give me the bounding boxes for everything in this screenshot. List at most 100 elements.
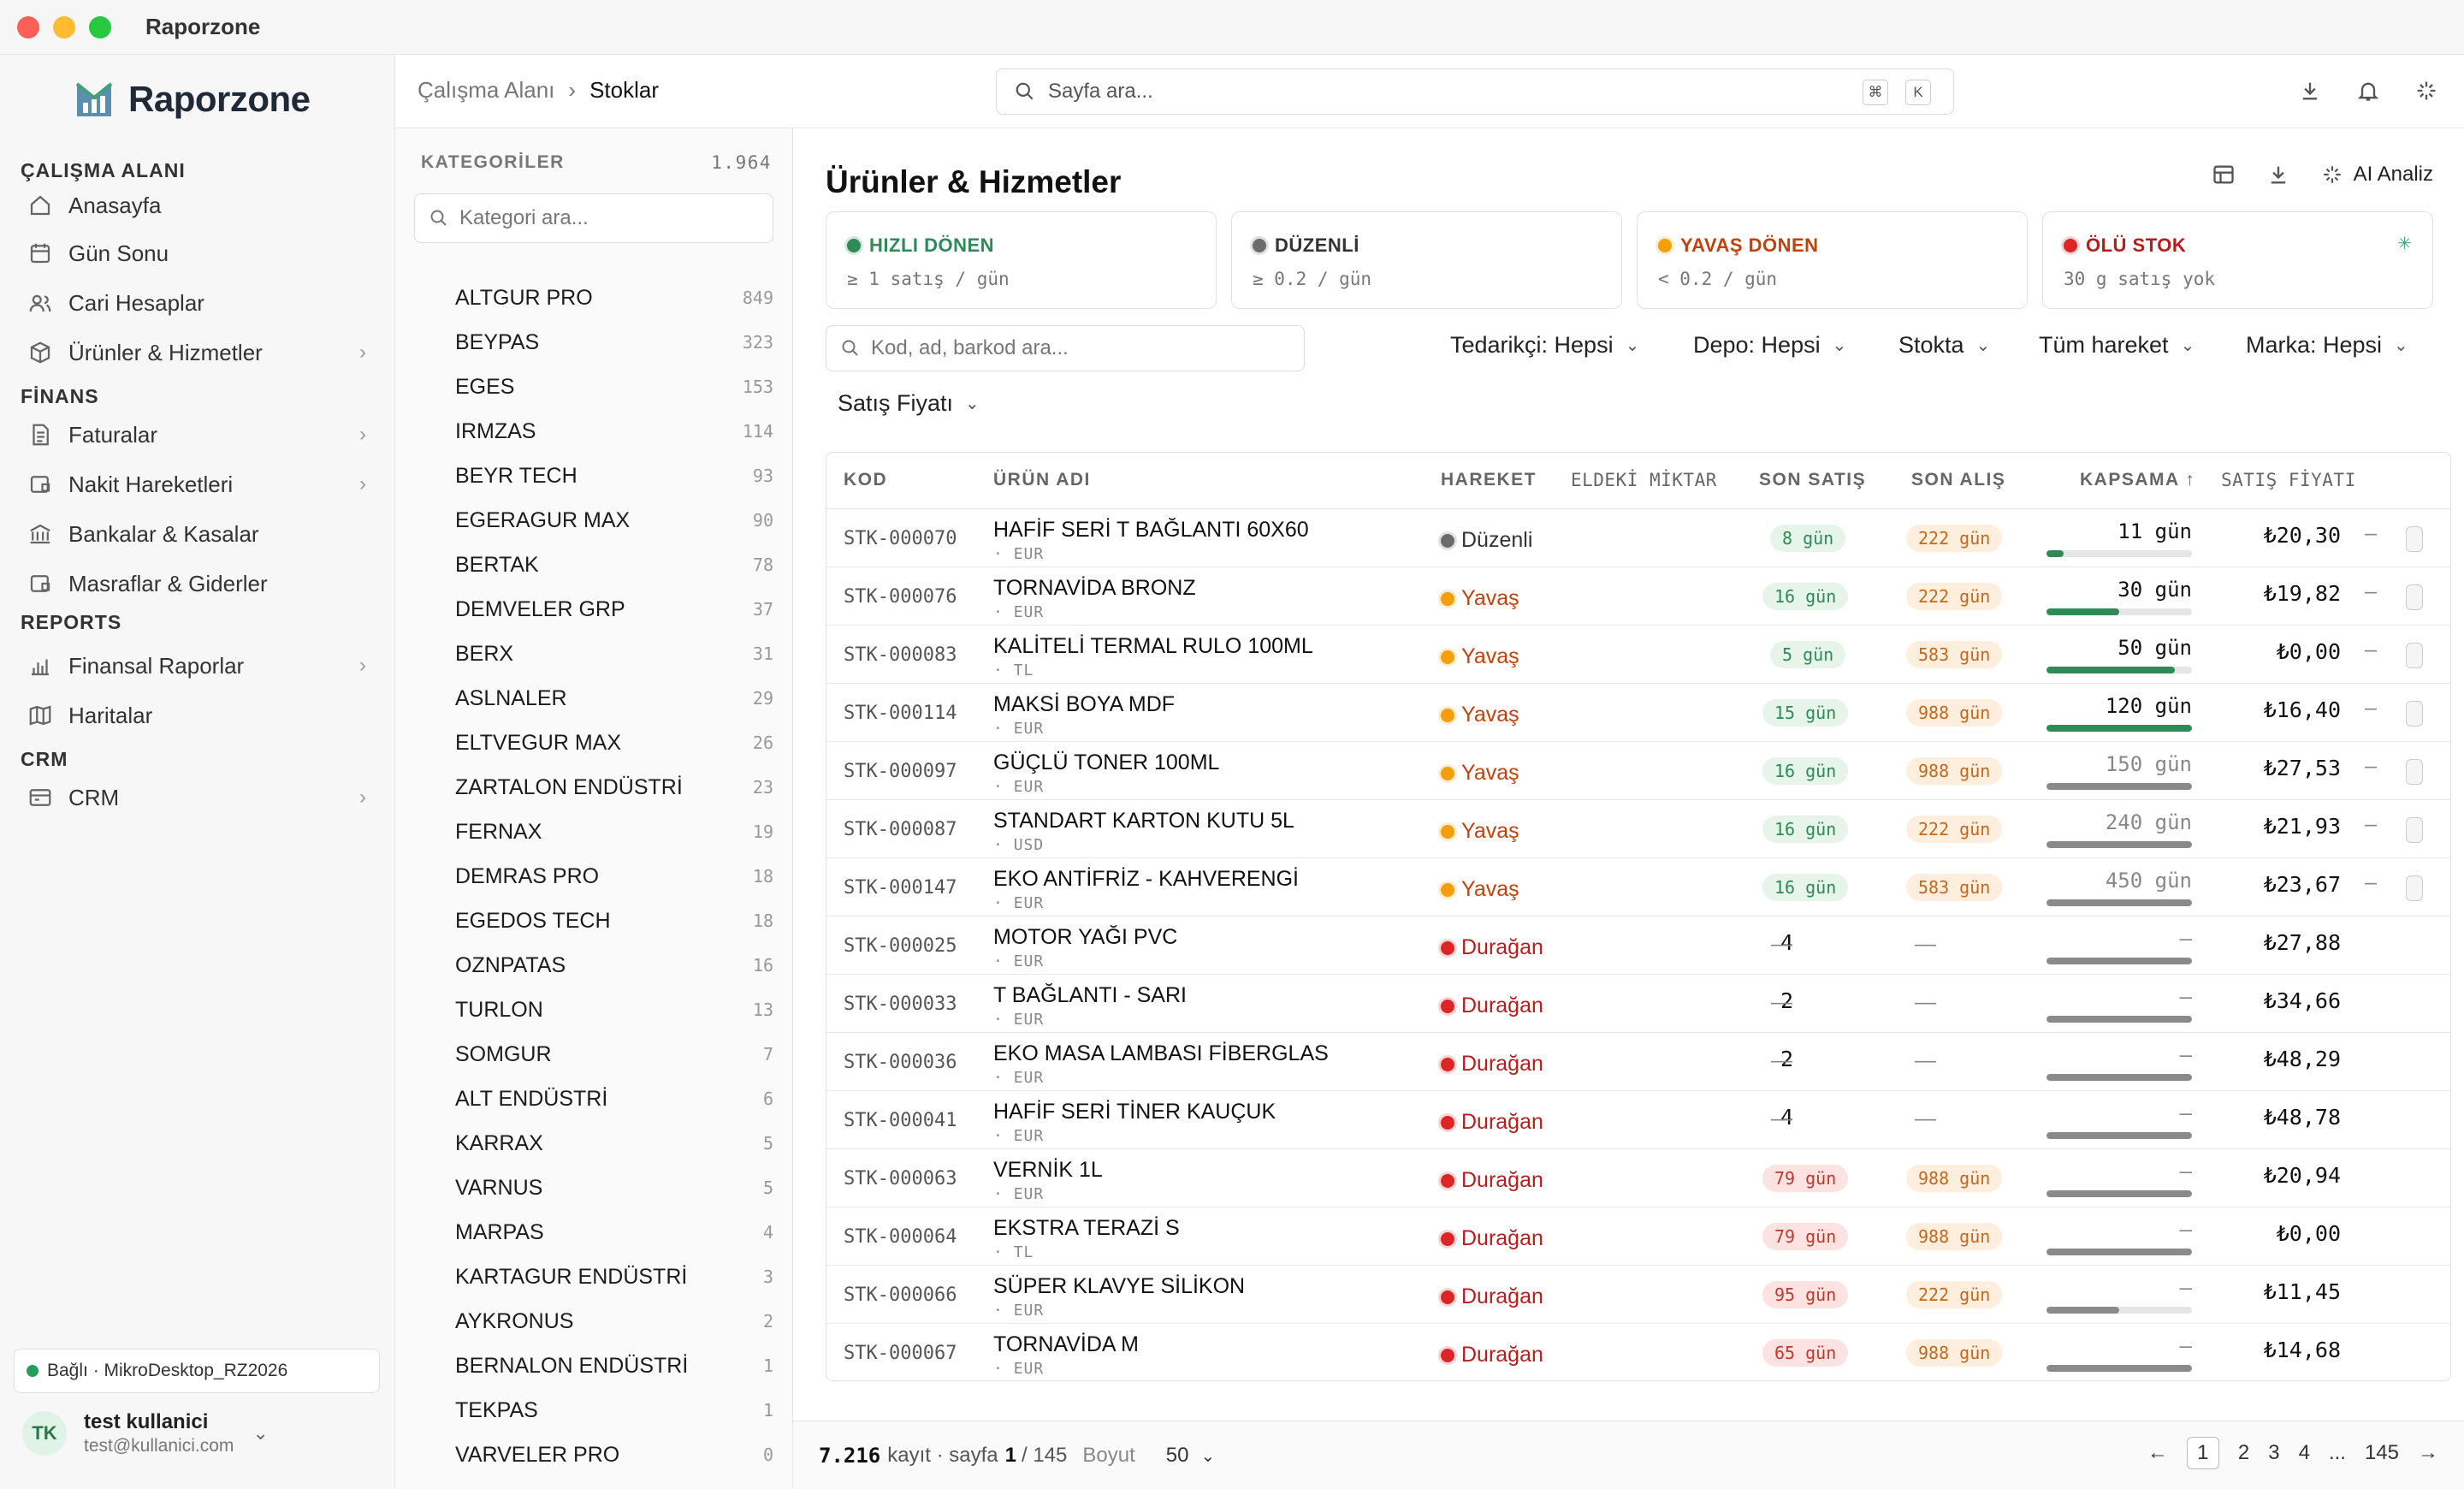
category-item[interactable]: ALTGUR PRO 849 <box>455 276 773 320</box>
category-item[interactable]: FERNAX 19 <box>455 810 773 854</box>
category-search-input[interactable]: Kategori ara... <box>414 193 773 243</box>
category-item[interactable]: SOMGUR 7 <box>455 1032 773 1077</box>
download-icon[interactable] <box>2298 79 2322 103</box>
column-header[interactable]: ELDEKİ MİKTAR <box>1571 470 1717 490</box>
row-action-button[interactable] <box>2406 584 2423 610</box>
sidebar-item-anasayfa[interactable]: Anasayfa <box>21 183 380 228</box>
sparkle-icon[interactable]: ✳ <box>2397 234 2412 253</box>
logo[interactable]: Raporzone <box>75 79 311 120</box>
filter-dropdown[interactable]: Satış Fiyatı ⌄ <box>838 390 980 417</box>
row-action-button[interactable] <box>2406 759 2423 785</box>
category-item[interactable]: ALT ENDÜSTRİ 6 <box>455 1077 773 1121</box>
table-view-icon[interactable] <box>2212 163 2236 187</box>
table-row[interactable]: STK-000147 EKO ANTİFRİZ - KAHVERENGİ · EUR… <box>826 858 2450 917</box>
table-row[interactable]: STK-000087 STANDART KARTON KUTU 5L · USD Ya… <box>826 800 2450 858</box>
arrow-left-icon[interactable]: ← <box>2147 1441 2168 1464</box>
column-header[interactable]: ÜRÜN ADI <box>993 470 1091 489</box>
segment-card[interactable]: DÜZENLİ ≥ 0.2 / gün <box>1231 211 1622 309</box>
category-item[interactable]: DEMRAS PRO 18 <box>455 854 773 899</box>
category-item[interactable]: EGES 153 <box>455 365 773 409</box>
category-item[interactable]: BERNALON ENDÜSTRİ 1 <box>455 1344 773 1388</box>
user-menu[interactable]: TK test kullanici test@kullanici.com ⌄ <box>22 1410 269 1456</box>
row-action-button[interactable] <box>2406 817 2423 843</box>
category-item[interactable]: EGEDOS TECH 18 <box>455 899 773 943</box>
row-action-button[interactable] <box>2406 526 2423 552</box>
filter-dropdown[interactable]: Marka: Hepsi ⌄ <box>2246 332 2408 359</box>
row-action-button[interactable] <box>2406 643 2423 668</box>
category-item[interactable]: BEYR TECH 93 <box>455 454 773 498</box>
table-row[interactable]: STK-000070 HAFİF SERİ T BAĞLANTI 60X60 · E… <box>826 509 2450 567</box>
table-row[interactable]: STK-000083 KALİTELİ TERMAL RULO 100ML · TL… <box>826 626 2450 684</box>
category-item[interactable]: KARRAX 5 <box>455 1121 773 1166</box>
sidebar-item-nakit-hareketleri[interactable]: Nakit Hareketleri › <box>21 462 380 507</box>
category-item[interactable]: ELTVEGUR MAX 26 <box>455 721 773 765</box>
sidebar-item-masraflar-giderler[interactable]: Masraflar & Giderler <box>21 561 380 606</box>
sidebar-item-ürünler-hizmetler[interactable]: Ürünler & Hizmetler › <box>21 330 380 375</box>
segment-card[interactable]: ÖLÜ STOK 30 g satış yok ✳ <box>2042 211 2433 309</box>
breadcrumb-workspace[interactable]: Çalışma Alanı <box>418 77 555 103</box>
sidebar-item-gün-sonu[interactable]: Gün Sonu <box>21 231 380 276</box>
category-item[interactable]: IRMZAS 114 <box>455 409 773 454</box>
category-item[interactable]: EGERAGUR MAX 90 <box>455 498 773 543</box>
sidebar-item-haritalar[interactable]: Haritalar <box>21 693 380 738</box>
table-row[interactable]: STK-000041 HAFİF SERİ TİNER KAUÇUK · EUR Du… <box>826 1091 2450 1149</box>
table-row[interactable]: STK-000066 SÜPER KLAVYE SİLİKON · EUR Durağ… <box>826 1266 2450 1324</box>
column-header[interactable]: KAPSAMA ↑ <box>2080 470 2196 489</box>
category-item[interactable]: BEYPAS 323 <box>455 320 773 365</box>
page-button[interactable]: 2 <box>2237 1441 2250 1464</box>
column-header[interactable]: SON SATIŞ <box>1759 470 1867 489</box>
category-item[interactable]: TURLON 13 <box>455 988 773 1032</box>
maximize-window-button[interactable] <box>89 15 111 39</box>
table-row[interactable]: STK-000036 EKO MASA LAMBASI FİBERGLAS · EU… <box>826 1033 2450 1091</box>
table-row[interactable]: STK-000025 MOTOR YAĞI PVC · EUR Durağan 4— — –… <box>826 917 2450 975</box>
category-item[interactable]: AYKRONUS 2 <box>455 1299 773 1344</box>
category-item[interactable]: MARPAS 4 <box>455 1210 773 1255</box>
arrow-right-icon[interactable]: → <box>2418 1441 2438 1464</box>
filter-dropdown[interactable]: Tedarikçi: Hepsi ⌄ <box>1450 332 1639 359</box>
sidebar-item-cari-hesaplar[interactable]: Cari Hesaplar <box>21 281 380 325</box>
category-item[interactable]: TEKPAS 1 <box>455 1388 773 1433</box>
row-action-button[interactable] <box>2406 875 2423 901</box>
ai-analysis-button[interactable]: AI Analiz <box>2321 163 2433 187</box>
export-icon[interactable] <box>2266 163 2290 187</box>
category-item[interactable]: BERX 31 <box>455 632 773 676</box>
page-button[interactable]: 4 <box>2298 1441 2310 1464</box>
page-search-input[interactable]: Sayfa ara... ⌘ K <box>996 68 1954 115</box>
page-button[interactable]: 3 <box>2268 1441 2280 1464</box>
category-item[interactable]: VARVELER PRO 0 <box>455 1433 773 1477</box>
page-button[interactable]: 1 <box>2186 1437 2219 1469</box>
close-window-button[interactable] <box>17 15 39 39</box>
row-action-button[interactable] <box>2406 701 2423 727</box>
category-item[interactable]: OZNPATAS 16 <box>455 943 773 988</box>
sidebar-item-finansal-raporlar[interactable]: Finansal Raporlar › <box>21 644 380 688</box>
column-header[interactable]: SON ALIŞ <box>1911 470 2006 489</box>
table-row[interactable]: STK-000033 T BAĞLANTI - SARI · EUR Durağan 2… <box>826 975 2450 1033</box>
sidebar-item-faturalar[interactable]: Faturalar › <box>21 412 380 457</box>
category-item[interactable]: VARNUS 5 <box>455 1166 773 1210</box>
filter-dropdown[interactable]: Depo: Hepsi ⌄ <box>1693 332 1846 359</box>
product-search-input[interactable]: Kod, ad, barkod ara... <box>826 325 1305 371</box>
category-item[interactable]: BERTAK 78 <box>455 543 773 587</box>
column-header[interactable]: SATIŞ FİYATI <box>2221 470 2356 490</box>
category-item[interactable]: KARTAGUR ENDÜSTRİ 3 <box>455 1255 773 1299</box>
bell-icon[interactable] <box>2356 79 2380 103</box>
page-size-select[interactable]: 50 ⌄ <box>1166 1444 1215 1468</box>
sidebar-item-crm[interactable]: CRM › <box>21 775 380 820</box>
sparkle-icon[interactable] <box>2414 79 2438 103</box>
category-item[interactable]: ASLNALER 29 <box>455 676 773 721</box>
category-item[interactable]: ZARTALON ENDÜSTRİ 23 <box>455 765 773 810</box>
column-header[interactable]: HAREKET <box>1441 470 1537 489</box>
category-item[interactable]: DEMVELER GRP 37 <box>455 587 773 632</box>
sidebar-item-bankalar-kasalar[interactable]: Bankalar & Kasalar <box>21 512 380 556</box>
minimize-window-button[interactable] <box>53 15 75 39</box>
connection-status[interactable]: Bağlı · MikroDesktop_RZ2026 <box>14 1349 380 1393</box>
filter-dropdown[interactable]: Tüm hareket ⌄ <box>2039 332 2194 359</box>
segment-card[interactable]: HIZLI DÖNEN ≥ 1 satış / gün <box>826 211 1217 309</box>
filter-dropdown[interactable]: Stokta ⌄ <box>1898 332 1990 359</box>
